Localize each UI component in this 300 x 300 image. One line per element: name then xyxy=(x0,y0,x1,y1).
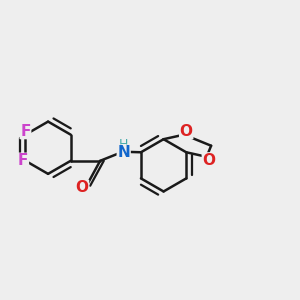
Text: O: O xyxy=(180,124,193,139)
Text: O: O xyxy=(202,153,215,168)
Text: H: H xyxy=(119,138,128,151)
Text: O: O xyxy=(76,181,88,196)
Text: F: F xyxy=(18,153,28,168)
Text: F: F xyxy=(20,124,31,139)
Text: N: N xyxy=(117,145,130,160)
